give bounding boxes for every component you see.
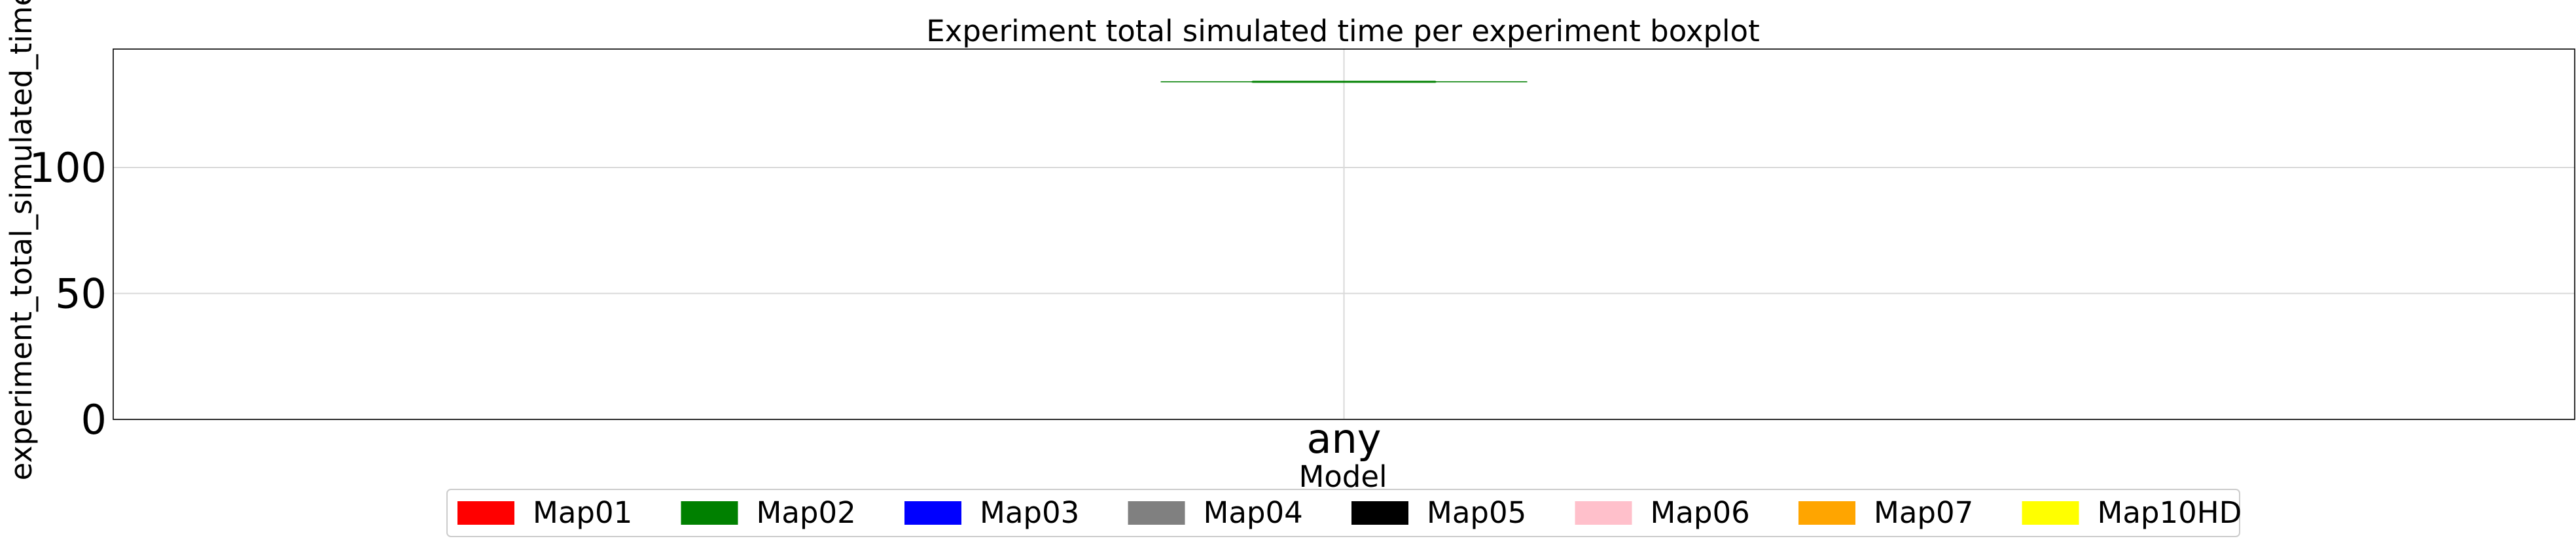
legend-swatch — [904, 501, 961, 525]
legend-label: Map03 — [980, 495, 1079, 530]
x-tick-label: any — [1307, 415, 1382, 463]
legend-label: Map07 — [1874, 495, 1973, 530]
legend-swatch — [457, 501, 514, 525]
y-tick-label: 0 — [81, 396, 107, 444]
legend-swatch — [681, 501, 738, 525]
legend-label: Map10HD — [2098, 495, 2242, 530]
y-axis-label: experiment_total_simulated_time — [4, 0, 39, 480]
y-tick-labels: 0 50 100 — [29, 144, 107, 444]
legend: Map01 Map02 Map03 Map04 Map05 Map06 Map07 Map10… — [447, 489, 2242, 537]
legend-label: Map01 — [533, 495, 632, 530]
y-tick-label: 100 — [29, 144, 107, 192]
chart-title: Experiment total simulated time per expe… — [926, 14, 1759, 48]
legend-label: Map05 — [1427, 495, 1526, 530]
x-tick-labels: any — [1307, 415, 1382, 463]
y-tick-label: 50 — [55, 270, 107, 317]
legend-swatch — [1128, 501, 1185, 525]
legend-swatch — [1575, 501, 1632, 525]
legend-label: Map06 — [1651, 495, 1750, 530]
legend-swatch — [1351, 501, 1408, 525]
legend-label: Map04 — [1204, 495, 1303, 530]
grid-layer — [113, 49, 2575, 419]
legend-swatch — [2022, 501, 2079, 525]
legend-swatch — [1798, 501, 1855, 525]
legend-label: Map02 — [757, 495, 856, 530]
